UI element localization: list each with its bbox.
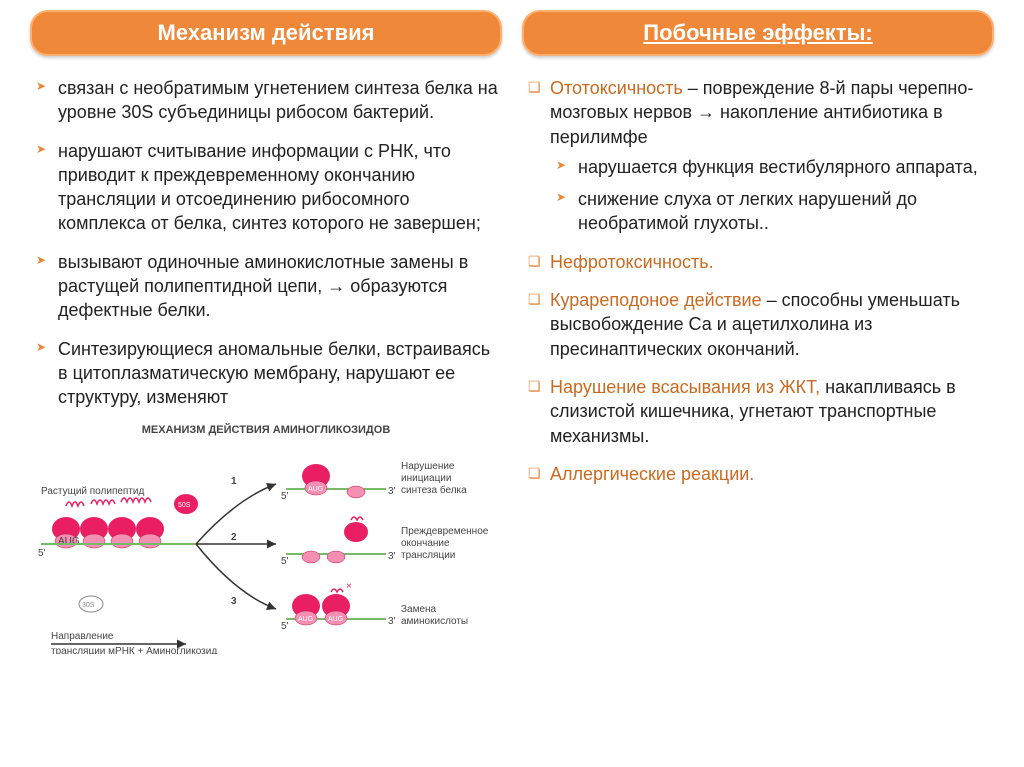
svg-text:AUG: AUG — [308, 486, 323, 493]
left-item-0: связан с необратимым угнетением синтеза … — [30, 76, 502, 125]
label-polypeptide: Растущий полипептид — [41, 486, 145, 497]
left-item-3: Синтезирующиеся аномальные белки, встраи… — [30, 337, 502, 410]
right-item-2: Курареподоное действие – способны уменьш… — [522, 288, 994, 361]
sub-0-0: нарушается функция вестибулярного аппара… — [550, 155, 994, 179]
svg-text:1: 1 — [231, 476, 237, 487]
diagram: МЕХАНИЗМ ДЕЙСТВИЯ АМИНОГЛИКОЗИДОВ Растущ… — [30, 424, 502, 664]
svg-text:30S: 30S — [82, 602, 95, 609]
right-item-4: Аллергические реакции. — [522, 462, 994, 486]
step1-ribosome: 5' 3' AUG — [281, 464, 396, 502]
svg-text:5': 5' — [38, 548, 46, 559]
svg-text:синтеза белка: синтеза белка — [401, 484, 467, 496]
diagram-svg: Растущий полипептид AUG 5' — [30, 444, 502, 654]
right-list: Ототоксичность – повреждение 8-й пары че… — [522, 76, 994, 486]
left-list: связан с необратимым угнетением синтеза … — [30, 76, 502, 410]
svg-text:трансляции мРНК + Аминогликози: трансляции мРНК + Аминогликозид — [51, 646, 217, 654]
left-column: Механизм действия связан с необратимым у… — [20, 10, 512, 757]
left-item-2: вызывают одиночные аминокислотные замены… — [30, 250, 502, 323]
right-item-1: Нефротоксичность. — [522, 250, 994, 274]
svg-text:Замена: Замена — [401, 604, 437, 615]
step3-ribosome: 5' 3' AUG AUG × — [281, 581, 396, 632]
svg-text:5': 5' — [281, 556, 289, 567]
right-item-3: Нарушение всасывания из ЖКТ, накапливаяс… — [522, 375, 994, 448]
svg-text:50S: 50S — [178, 502, 191, 509]
accent-1: Нефротоксичность. — [550, 252, 714, 272]
right-column: Побочные эффекты: Ототоксичность – повре… — [512, 10, 1004, 757]
accent-0: Ототоксичность — [550, 78, 683, 98]
svg-text:AUG: AUG — [298, 616, 313, 623]
svg-text:Направление: Направление — [51, 631, 114, 642]
svg-text:аминокислоты: аминокислоты — [401, 616, 468, 627]
svg-text:3': 3' — [388, 616, 396, 627]
right-header: Побочные эффекты: — [522, 10, 994, 56]
svg-text:3': 3' — [388, 486, 396, 497]
svg-text:2: 2 — [231, 532, 237, 543]
svg-text:×: × — [346, 581, 352, 592]
svg-text:AUG: AUG — [328, 616, 343, 623]
accent-2: Курареподоное действие — [550, 290, 762, 310]
svg-text:Нарушение: Нарушение — [401, 461, 455, 472]
accent-3: Нарушение всасывания из ЖКТ, — [550, 377, 820, 397]
diagram-title: МЕХАНИЗМ ДЕЙСТВИЯ АМИНОГЛИКОЗИДОВ — [30, 424, 502, 436]
sub-0-1: снижение слуха от легких нарушений до не… — [550, 187, 994, 236]
svg-text:3: 3 — [231, 596, 237, 607]
svg-text:инициации: инициации — [401, 473, 451, 484]
svg-text:окончание: окончание — [401, 538, 450, 549]
step2-ribosome: 5' 3' — [281, 517, 396, 567]
svg-text:5': 5' — [281, 491, 289, 502]
svg-text:трансляции: трансляции — [401, 550, 455, 561]
svg-text:3': 3' — [388, 551, 396, 562]
svg-text:AUG: AUG — [58, 536, 80, 547]
sub-list-0: нарушается функция вестибулярного аппара… — [550, 155, 994, 236]
svg-text:5': 5' — [281, 621, 289, 632]
right-item-0: Ототоксичность – повреждение 8-й пары че… — [522, 76, 994, 236]
svg-text:Преждевременное: Преждевременное — [401, 526, 489, 537]
accent-4: Аллергические реакции. — [550, 464, 754, 484]
left-item-1: нарушают считывание информации с РНК, чт… — [30, 139, 502, 236]
left-header: Механизм действия — [30, 10, 502, 56]
